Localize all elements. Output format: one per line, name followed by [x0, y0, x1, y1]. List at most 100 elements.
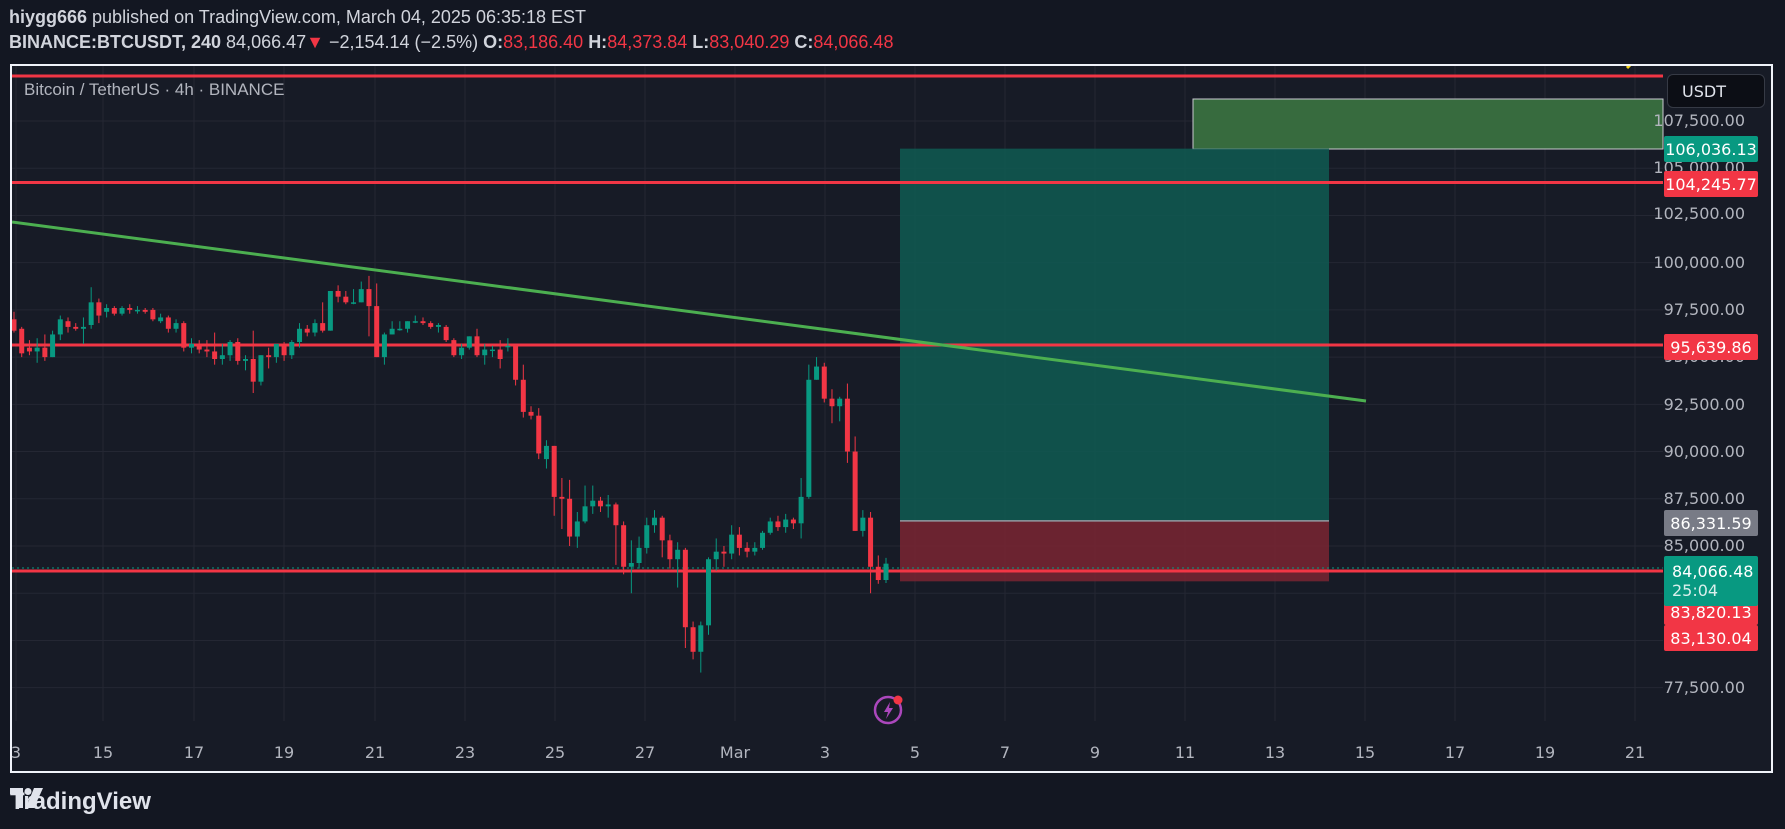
close-label: C: — [794, 32, 814, 52]
candle-body — [119, 308, 125, 314]
candle-body — [188, 343, 194, 348]
time-axis-label: 13 — [1264, 743, 1286, 762]
candle-body — [212, 351, 218, 359]
candle-body — [814, 366, 820, 380]
time-axis-label: 27 — [634, 743, 656, 762]
candle-body — [258, 355, 264, 382]
price-tag: 104,245.77 — [1664, 171, 1758, 197]
candle-body — [844, 398, 850, 452]
candle-body — [181, 323, 187, 348]
currency-button[interactable]: USDT — [1667, 74, 1765, 108]
symbol-info-bar: BINANCE:BTCUSDT, 240 84,066.47▼ −2,154.1… — [9, 32, 893, 53]
time-axis-label: 11 — [1174, 743, 1196, 762]
time-axis-label: 15 — [1354, 743, 1376, 762]
price-axis-label: 107,500.00 — [1653, 111, 1745, 130]
current-price: 84,066.48 — [1672, 562, 1754, 581]
low-label: L: — [692, 32, 710, 52]
candle-body — [196, 343, 202, 350]
candle-body — [513, 345, 519, 380]
candle-body — [605, 504, 611, 507]
candle-body — [381, 334, 387, 358]
candle-body — [96, 302, 102, 316]
time-axis-label: 7 — [999, 743, 1011, 762]
candle-body — [520, 379, 526, 412]
candle-body — [42, 347, 48, 358]
candle-body — [57, 319, 63, 335]
candle-body — [150, 309, 156, 320]
candle-body — [374, 306, 380, 358]
candle-body — [744, 547, 750, 552]
tradingview-logo[interactable]: TradingView — [10, 788, 151, 816]
publisher-name: hiygg666 — [9, 7, 88, 27]
candle-body — [713, 551, 719, 560]
candle-body — [281, 343, 287, 356]
candle-body — [173, 323, 179, 329]
candle-body — [821, 366, 827, 399]
candle-body — [775, 521, 781, 528]
candle-body — [111, 308, 117, 314]
candle-body — [50, 334, 56, 358]
time-axis-label: 21 — [1624, 743, 1646, 762]
candle-body — [590, 500, 596, 507]
candle-body — [543, 445, 549, 460]
candle-body — [752, 547, 758, 552]
candle-body — [204, 349, 210, 352]
candle-body — [582, 506, 588, 522]
time-axis-label: Mar — [719, 743, 751, 762]
candle-body — [883, 563, 889, 580]
candle-body — [482, 349, 488, 356]
price-chart[interactable] — [12, 66, 1773, 773]
candle-body — [80, 326, 86, 329]
time-axis-label: 9 — [1089, 743, 1101, 762]
candle-body — [420, 321, 426, 324]
candle-body — [88, 302, 94, 325]
candle-body — [682, 549, 688, 628]
tv-logo-icon — [10, 788, 43, 808]
candle-body — [142, 309, 148, 312]
candle-body — [574, 521, 580, 537]
candle-body — [389, 328, 395, 335]
last-price: 84,066.47 — [226, 32, 307, 52]
chart-frame[interactable]: Bitcoin / TetherUS · 4h · BINANCE USDT 1… — [10, 64, 1773, 773]
candle-body — [729, 534, 735, 554]
close-value: 84,066.48 — [813, 32, 894, 52]
alert-marker — [1625, 66, 1632, 70]
candle-body — [636, 547, 642, 563]
candle-body — [690, 627, 696, 652]
candle-body — [767, 521, 773, 533]
bar-countdown: 25:04 — [1672, 581, 1719, 600]
high-label: H: — [588, 32, 608, 52]
candle-body — [451, 340, 457, 356]
publish-info: hiygg666 published on TradingView.com, M… — [9, 7, 586, 28]
candle-body — [875, 566, 881, 580]
price-axis-label: 77,500.00 — [1663, 678, 1745, 697]
candle-body — [597, 500, 603, 507]
candle-body — [289, 342, 295, 356]
price-axis-label: 90,000.00 — [1663, 442, 1745, 461]
time-axis-label: 19 — [1534, 743, 1556, 762]
candle-body — [736, 534, 742, 548]
candle-body — [34, 347, 40, 352]
candle-body — [675, 549, 681, 560]
lightning-alert-icon[interactable] — [871, 691, 907, 727]
candle-body — [659, 517, 665, 541]
candle-body — [559, 496, 565, 499]
candle-body — [721, 551, 727, 554]
candle-body — [19, 328, 25, 354]
candle-body — [459, 347, 465, 356]
candle-body — [104, 308, 110, 312]
candle-body — [428, 323, 434, 327]
candle-body — [628, 563, 634, 567]
candle-body — [790, 519, 796, 524]
candle-body — [667, 540, 673, 560]
candle-body — [466, 336, 472, 348]
price-change: −2,154.14 (−2.5%) — [328, 32, 479, 52]
candle-body — [505, 345, 511, 348]
candle-body — [397, 328, 403, 331]
high-value: 84,373.84 — [607, 32, 688, 52]
price-tag: 106,036.13 — [1664, 136, 1758, 162]
candle-body — [567, 498, 573, 537]
profit-zone — [900, 148, 1329, 521]
candle-body — [621, 525, 627, 567]
target-zone — [1192, 98, 1664, 150]
